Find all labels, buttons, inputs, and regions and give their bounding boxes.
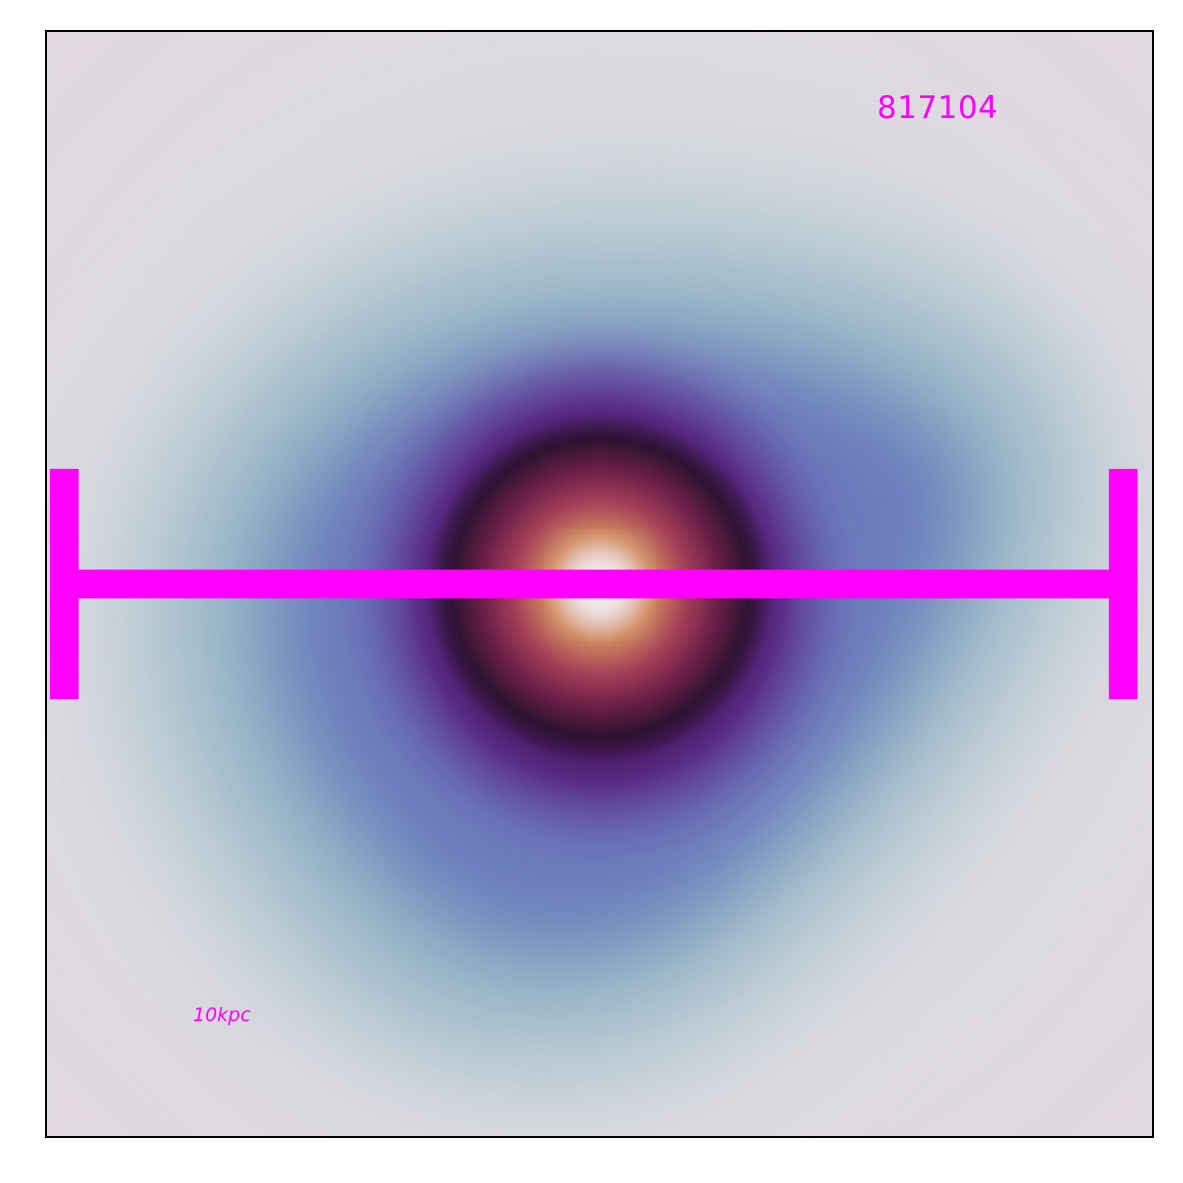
- scale-bar-label: 10kpc: [193, 1004, 251, 1026]
- object-id-label: 817104: [877, 90, 999, 126]
- scale-bar: [49, 468, 1138, 700]
- image-panel: 817104 10kpc: [45, 30, 1154, 1138]
